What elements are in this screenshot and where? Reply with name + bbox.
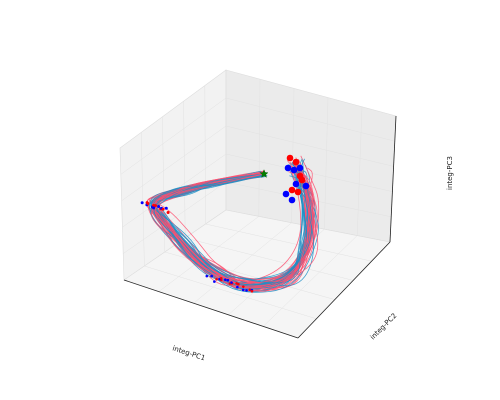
grid-line	[185, 237, 354, 281]
endpoint-marker	[302, 182, 310, 190]
bottom-marker	[248, 288, 252, 292]
endpoint-marker	[284, 164, 292, 172]
bottom-marker	[226, 278, 230, 282]
trajectory-line	[150, 172, 303, 284]
bottom-marker	[213, 280, 216, 283]
grid-line	[225, 125, 394, 167]
grid-line	[258, 79, 261, 217]
grid-line	[120, 97, 227, 175]
z-axis-line	[389, 115, 397, 243]
grid-line	[121, 125, 227, 202]
start-star-marker	[259, 169, 269, 178]
endpoint-marker	[292, 180, 300, 188]
corner-marker	[161, 207, 165, 211]
z-axis-label: integ-PC3	[446, 156, 454, 190]
grid-line	[123, 181, 227, 254]
bottom-marker	[205, 274, 209, 278]
endpoint-marker	[298, 176, 306, 184]
axes-edges	[123, 115, 397, 339]
bottom-marker	[224, 278, 227, 281]
grid-line	[263, 235, 358, 327]
trajectory-markers	[140, 154, 310, 293]
endpoint-marker	[290, 166, 298, 174]
corner-marker	[153, 204, 157, 208]
grid-line	[158, 216, 259, 292]
endpoint-marker	[292, 158, 300, 166]
bottom-marker	[236, 285, 239, 289]
bottom-marker	[242, 285, 245, 288]
grid-line	[183, 101, 186, 239]
grid-line	[225, 97, 395, 142]
grid-line	[205, 223, 372, 262]
trajectory-line	[153, 169, 313, 283]
endpoint-marker	[294, 188, 302, 196]
grid-line	[356, 106, 363, 236]
corner-marker	[157, 204, 161, 208]
corner-marker	[146, 202, 150, 206]
corner-marker	[164, 206, 168, 210]
bottom-marker	[237, 282, 240, 286]
grid-line	[193, 222, 292, 304]
endpoint-marker	[288, 186, 296, 194]
grid-line	[225, 153, 393, 192]
corner-marker	[140, 201, 144, 205]
x-axis-label: integ-PC1	[171, 344, 206, 362]
endpoint-marker	[296, 164, 304, 172]
bottom-marker	[219, 276, 223, 280]
axes-panes	[119, 69, 397, 339]
endpoint-marker	[282, 190, 290, 198]
bottom-marker	[245, 289, 248, 292]
trajectory-lines	[145, 155, 320, 293]
endpoint-marker	[288, 196, 296, 204]
x-axis-line	[123, 279, 299, 339]
grid-line	[144, 265, 317, 320]
corner-marker	[166, 210, 170, 214]
bottom-marker	[250, 289, 254, 293]
bottom-marker	[230, 281, 233, 284]
endpoint-marker	[286, 154, 294, 162]
corner-marker	[152, 206, 156, 210]
trajectory-line	[148, 167, 313, 288]
bottom-marker	[241, 288, 245, 292]
grid-line	[140, 132, 145, 267]
grid-line	[324, 97, 329, 230]
trajectory-line	[155, 168, 310, 289]
bottom-marker	[215, 277, 218, 281]
bottom-marker	[210, 274, 214, 278]
grid-line	[204, 85, 206, 225]
y-axis-label: integ-PC2	[369, 312, 399, 342]
trajectory-line	[150, 171, 308, 286]
y-axis-line	[297, 241, 391, 339]
